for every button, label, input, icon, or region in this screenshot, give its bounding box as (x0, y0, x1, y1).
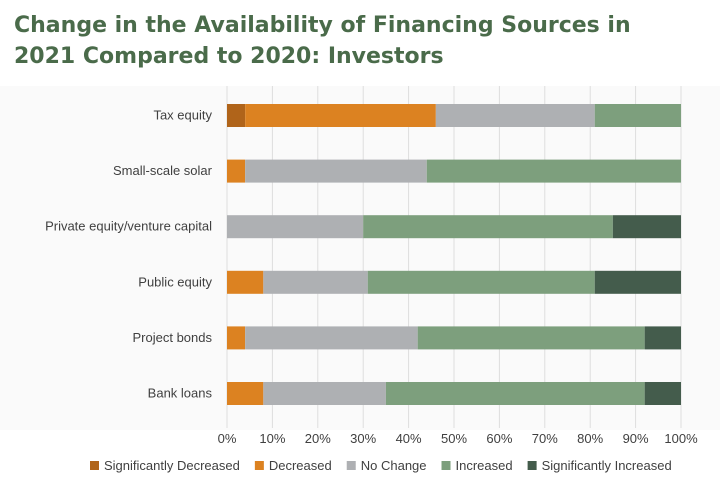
x-tick-label: 70% (532, 431, 558, 446)
bar-segment (385, 382, 645, 405)
x-tick-label: 90% (623, 431, 649, 446)
legend-swatch (254, 461, 264, 470)
bar-segment (227, 215, 364, 239)
legend-label: Decreased (269, 458, 332, 473)
legend-swatch (346, 461, 356, 470)
x-axis-ticks: 0% 10% 20% 30% 40% 50% 60% 70% 80% 90% 100% (218, 431, 698, 446)
legend-swatch (527, 461, 537, 470)
legend-swatch (441, 461, 451, 470)
bar-segment (263, 270, 368, 294)
bar-segment (594, 270, 681, 294)
bar-segment (227, 326, 246, 350)
bar-segment (227, 159, 246, 183)
x-tick-label: 80% (577, 431, 603, 446)
x-tick-label: 100% (664, 431, 698, 446)
category-label: Project bonds (133, 330, 213, 345)
bar-segment (227, 270, 264, 294)
category-label: Small-scale solar (113, 163, 213, 178)
category-label: Private equity/venture capital (45, 219, 212, 234)
category-label: Public equity (138, 274, 212, 289)
bar-segment (426, 159, 681, 183)
x-tick-label: 30% (350, 431, 376, 446)
bar-segment (263, 382, 386, 405)
legend: Significantly Decreased Decreased No Chang… (90, 458, 672, 473)
legend-label: Significantly Decreased (104, 458, 240, 473)
bar-segment (227, 382, 264, 405)
bar-segment (363, 215, 613, 239)
bar-segment (612, 215, 681, 239)
category-label: Tax equity (153, 108, 212, 123)
legend-label: Significantly Increased (542, 458, 672, 473)
x-tick-label: 20% (305, 431, 331, 446)
legend-label: No Change (361, 458, 427, 473)
bar-segment (227, 104, 246, 127)
plot-background (0, 86, 720, 430)
bar-segment (594, 104, 681, 127)
chart-title-line-1: Change in the Availability of Financing … (14, 13, 631, 38)
bar-segment (435, 104, 595, 127)
category-label: Bank loans (148, 386, 213, 401)
bar-segment (245, 326, 418, 350)
chart-title: Change in the Availability of Financing … (14, 10, 704, 72)
bar-segment (367, 270, 595, 294)
bar-segment (245, 159, 427, 183)
chart-title-line-2: 2021 Compared to 2020: Investors (14, 44, 444, 69)
legend-label: Increased (456, 458, 513, 473)
x-tick-label: 0% (218, 431, 237, 446)
bar-segment (644, 326, 681, 350)
bar-segment (245, 104, 436, 127)
bar-segment (417, 326, 645, 350)
legend-swatch (90, 461, 99, 470)
bar-segment (644, 382, 681, 405)
x-tick-label: 10% (259, 431, 285, 446)
x-tick-label: 50% (441, 431, 467, 446)
x-tick-label: 40% (396, 431, 422, 446)
gridlines (226, 86, 682, 428)
x-tick-label: 60% (486, 431, 512, 446)
category-labels: Tax equity Small-scale solar Private equit… (45, 108, 213, 401)
bars (227, 104, 681, 405)
